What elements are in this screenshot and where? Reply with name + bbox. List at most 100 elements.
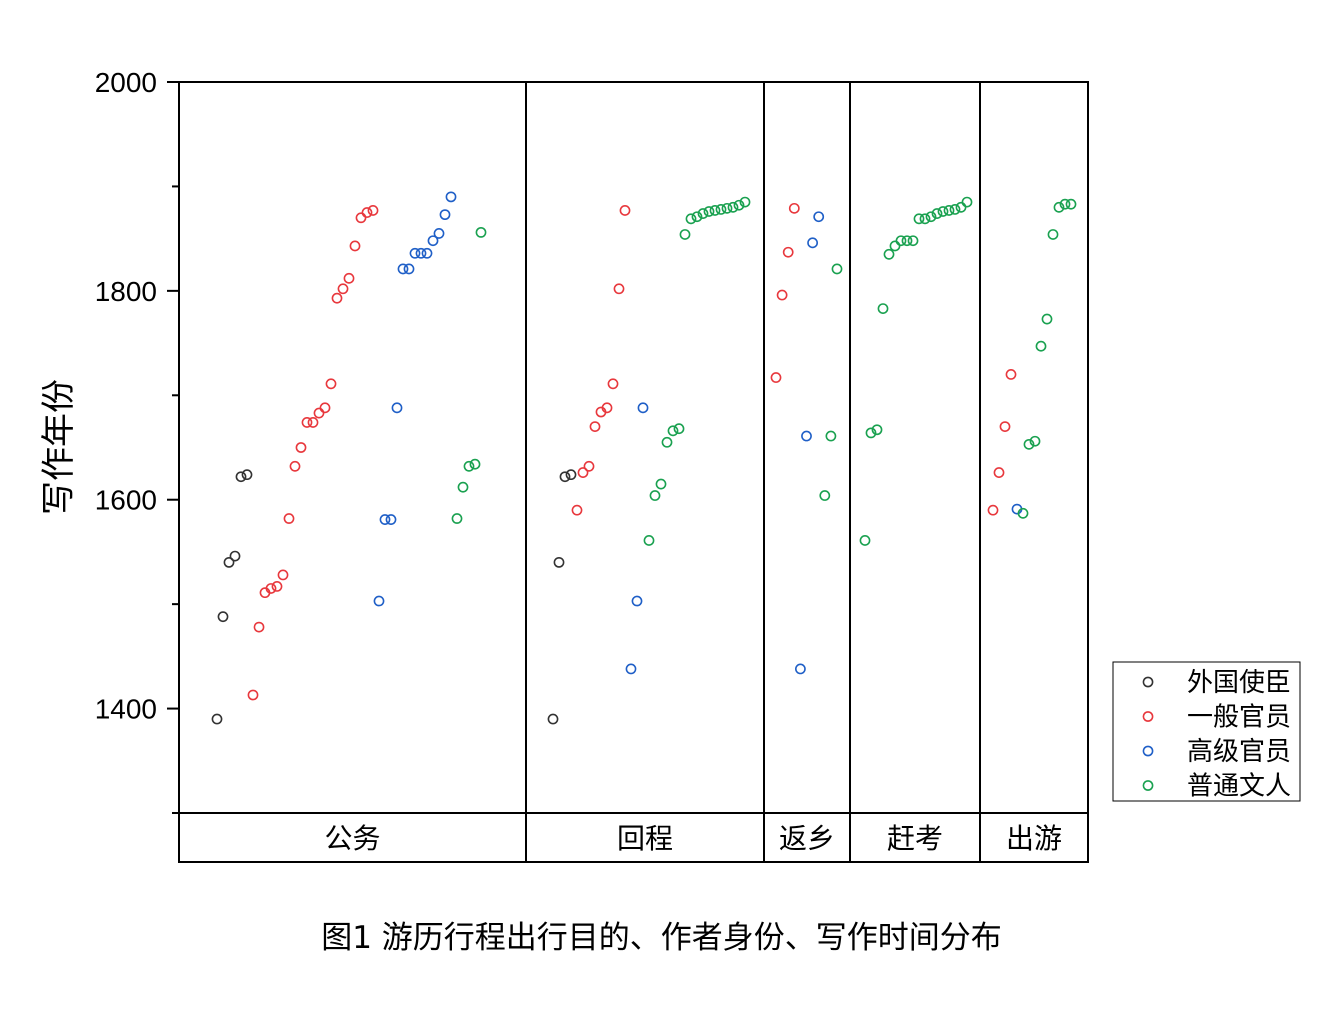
data-point — [1029, 435, 1041, 447]
data-point — [427, 235, 439, 247]
data-point — [613, 283, 625, 295]
legend-label: 外国使臣 — [1187, 668, 1291, 698]
data-point — [727, 201, 739, 213]
data-point — [313, 407, 325, 419]
y-tick-label: 1400 — [95, 694, 157, 725]
data-point — [961, 196, 973, 208]
data-point — [457, 481, 469, 493]
data-point — [949, 204, 961, 215]
data-point — [859, 535, 871, 546]
data-point — [901, 235, 913, 247]
data-point — [691, 211, 703, 223]
data-point — [547, 713, 559, 725]
data-point — [403, 263, 415, 275]
data-point — [643, 535, 655, 546]
data-point — [733, 199, 745, 211]
data-point — [637, 402, 649, 414]
data-point — [776, 289, 788, 301]
data-point — [361, 207, 373, 218]
data-points — [211, 191, 1077, 725]
legend-label: 一般官员 — [1187, 703, 1291, 733]
category-label: 回程 — [617, 822, 673, 855]
legend-label: 高级官员 — [1187, 737, 1291, 767]
data-point — [421, 247, 433, 259]
data-point — [667, 425, 679, 437]
data-point — [379, 514, 391, 525]
data-point — [349, 240, 361, 252]
data-point — [265, 583, 277, 594]
data-point — [1017, 507, 1029, 519]
legend-marker — [1142, 745, 1154, 757]
data-point — [877, 303, 889, 315]
data-point — [883, 248, 895, 260]
data-point — [819, 490, 831, 501]
data-point — [283, 513, 295, 524]
data-point — [553, 556, 565, 568]
data-point — [307, 417, 319, 428]
data-point — [655, 478, 667, 490]
y-axis-label: 写作年份 — [39, 379, 79, 515]
data-point — [709, 205, 721, 216]
data-point — [355, 212, 367, 224]
data-point — [955, 201, 967, 213]
category-label: 公务 — [324, 822, 380, 855]
data-point — [931, 208, 943, 219]
legend-marker — [1142, 676, 1154, 688]
data-point — [913, 213, 925, 225]
data-point — [217, 611, 229, 623]
data-point — [235, 471, 247, 483]
data-point — [1059, 198, 1071, 210]
data-point — [782, 246, 794, 258]
data-point — [415, 247, 427, 259]
data-point — [241, 469, 253, 481]
data-point — [469, 458, 481, 470]
data-point — [247, 689, 259, 701]
y-tick-label: 1800 — [95, 276, 157, 307]
data-point — [601, 402, 613, 414]
data-point — [661, 436, 673, 448]
data-point — [788, 202, 800, 214]
data-point — [1035, 340, 1047, 352]
data-point — [715, 204, 727, 215]
data-point — [721, 202, 733, 214]
data-point — [999, 421, 1011, 433]
data-point — [589, 421, 601, 433]
data-point — [475, 226, 487, 238]
data-point — [703, 206, 715, 217]
data-point — [253, 621, 265, 633]
data-point — [1023, 438, 1035, 450]
data-point — [445, 191, 457, 203]
data-point — [289, 460, 301, 472]
data-point — [685, 213, 697, 225]
data-point — [1053, 201, 1065, 213]
data-point — [925, 211, 937, 223]
data-point — [807, 237, 818, 249]
data-point — [865, 427, 877, 439]
data-point — [337, 283, 349, 295]
data-point — [739, 196, 751, 208]
data-point — [211, 713, 223, 725]
legend-label: 普通文人 — [1187, 772, 1291, 802]
data-point — [319, 402, 331, 414]
data-point — [619, 205, 631, 216]
data-point — [770, 372, 782, 383]
data-point — [295, 442, 307, 453]
data-point — [277, 569, 289, 581]
data-point — [937, 206, 949, 217]
data-point — [343, 272, 355, 284]
data-point — [433, 228, 445, 239]
data-point — [987, 504, 999, 516]
category-label: 返乡 — [779, 822, 835, 855]
data-point — [391, 402, 403, 414]
data-point — [1047, 229, 1059, 240]
data-point — [943, 205, 955, 216]
data-point — [813, 211, 825, 223]
plot-frame — [178, 81, 1089, 814]
data-point — [463, 460, 475, 472]
data-point — [325, 378, 337, 390]
data-point — [831, 263, 843, 275]
data-point — [1041, 313, 1053, 325]
